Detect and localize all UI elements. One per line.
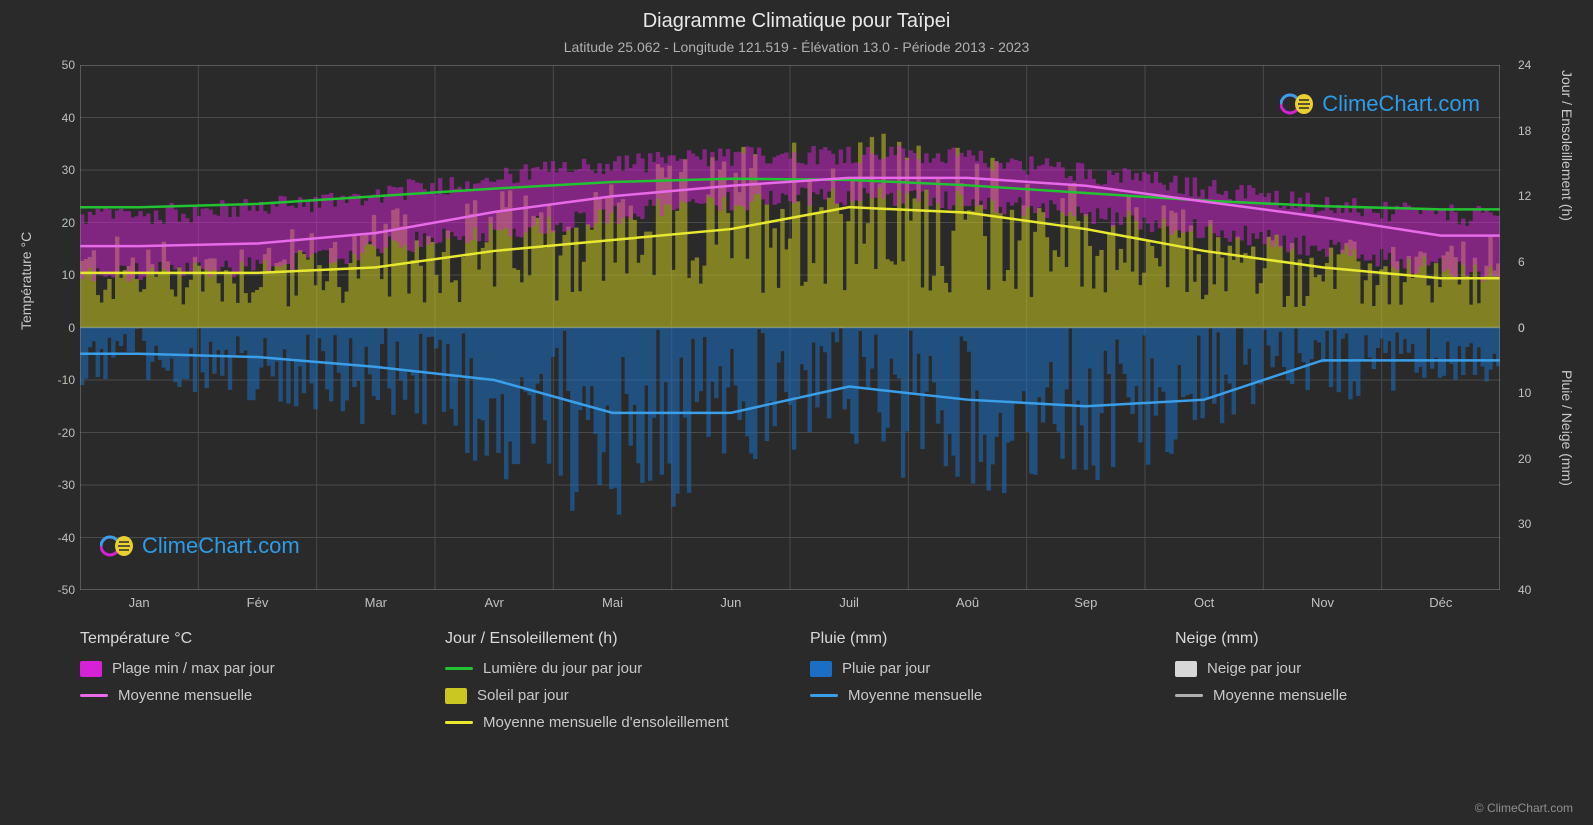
y-right-top-tick: 24 bbox=[1518, 58, 1548, 72]
legend-col-snow: Neige (mm) Neige par jour Moyenne mensuel… bbox=[1175, 630, 1500, 741]
logo-icon bbox=[100, 532, 134, 560]
x-month-tick: Jan bbox=[109, 595, 169, 610]
x-month-tick: Mai bbox=[583, 595, 643, 610]
legend-swatch bbox=[80, 661, 102, 677]
legend-swatch bbox=[445, 667, 473, 670]
y-left-tick: 50 bbox=[45, 58, 75, 72]
copyright-text: © ClimeChart.com bbox=[1475, 801, 1573, 815]
legend-item: Pluie par jour bbox=[810, 660, 1135, 677]
x-month-tick: Fév bbox=[228, 595, 288, 610]
y-right-top-tick: 12 bbox=[1518, 189, 1548, 203]
y-left-tick: -40 bbox=[45, 531, 75, 545]
legend-label: Lumière du jour par jour bbox=[483, 660, 642, 677]
y-left-tick: -20 bbox=[45, 426, 75, 440]
x-month-tick: Nov bbox=[1293, 595, 1353, 610]
legend-title: Pluie (mm) bbox=[810, 630, 1135, 648]
chart-plot-area: ClimeChart.com ClimeChart.com bbox=[80, 65, 1500, 590]
x-month-tick: Avr bbox=[464, 595, 524, 610]
y-axis-right-bottom-label: Pluie / Neige (mm) bbox=[1559, 370, 1575, 486]
watermark-text: ClimeChart.com bbox=[142, 533, 300, 559]
legend-label: Pluie par jour bbox=[842, 660, 930, 677]
legend-label: Plage min / max par jour bbox=[112, 660, 275, 677]
x-month-tick: Jun bbox=[701, 595, 761, 610]
legend-item: Lumière du jour par jour bbox=[445, 660, 770, 677]
watermark-text: ClimeChart.com bbox=[1322, 91, 1480, 117]
x-month-tick: Juil bbox=[819, 595, 879, 610]
y-left-tick: -10 bbox=[45, 373, 75, 387]
legend-title: Température °C bbox=[80, 630, 405, 648]
legend-item: Plage min / max par jour bbox=[80, 660, 405, 677]
legend-title: Jour / Ensoleillement (h) bbox=[445, 630, 770, 648]
chart-svg bbox=[80, 65, 1500, 590]
x-month-tick: Mar bbox=[346, 595, 406, 610]
y-right-bottom-tick: 20 bbox=[1518, 452, 1548, 466]
logo-icon bbox=[1280, 90, 1314, 118]
x-month-tick: Aoû bbox=[938, 595, 998, 610]
y-right-bottom-tick: 40 bbox=[1518, 583, 1548, 597]
legend-label: Moyenne mensuelle d'ensoleillement bbox=[483, 714, 729, 731]
y-left-tick: 20 bbox=[45, 216, 75, 230]
legend-col-temperature: Température °C Plage min / max par jour M… bbox=[80, 630, 405, 741]
y-left-tick: 10 bbox=[45, 268, 75, 282]
x-month-tick: Sep bbox=[1056, 595, 1116, 610]
legend-item: Moyenne mensuelle d'ensoleillement bbox=[445, 714, 770, 731]
y-left-tick: -50 bbox=[45, 583, 75, 597]
legend-title: Neige (mm) bbox=[1175, 630, 1500, 648]
legend-col-daylight: Jour / Ensoleillement (h) Lumière du jou… bbox=[445, 630, 770, 741]
chart-title: Diagramme Climatique pour Taïpei bbox=[0, 0, 1593, 33]
legend-item: Moyenne mensuelle bbox=[810, 687, 1135, 704]
legend-label: Moyenne mensuelle bbox=[848, 687, 982, 704]
watermark-top: ClimeChart.com bbox=[1280, 90, 1480, 118]
legend-item: Soleil par jour bbox=[445, 687, 770, 704]
y-right-bottom-tick: 10 bbox=[1518, 386, 1548, 400]
legend-item: Neige par jour bbox=[1175, 660, 1500, 677]
legend-item: Moyenne mensuelle bbox=[80, 687, 405, 704]
y-right-top-tick: 18 bbox=[1518, 124, 1548, 138]
y-axis-right-top-label: Jour / Ensoleillement (h) bbox=[1559, 70, 1575, 221]
y-right-top-tick: 6 bbox=[1518, 255, 1548, 269]
legend-col-rain: Pluie (mm) Pluie par jour Moyenne mensuel… bbox=[810, 630, 1135, 741]
legend-swatch bbox=[80, 694, 108, 697]
y-right-bottom-tick: 0 bbox=[1518, 321, 1548, 335]
legend-swatch bbox=[445, 688, 467, 704]
legend-label: Soleil par jour bbox=[477, 687, 569, 704]
legend-swatch bbox=[445, 721, 473, 724]
legend-swatch bbox=[810, 661, 832, 677]
legend-item: Moyenne mensuelle bbox=[1175, 687, 1500, 704]
y-left-tick: -30 bbox=[45, 478, 75, 492]
y-left-tick: 40 bbox=[45, 111, 75, 125]
x-month-tick: Oct bbox=[1174, 595, 1234, 610]
legend: Température °C Plage min / max par jour M… bbox=[80, 630, 1500, 741]
legend-swatch bbox=[810, 694, 838, 697]
y-right-bottom-tick: 30 bbox=[1518, 517, 1548, 531]
y-axis-left-label: Température °C bbox=[18, 232, 34, 330]
legend-label: Moyenne mensuelle bbox=[1213, 687, 1347, 704]
watermark-bottom: ClimeChart.com bbox=[100, 532, 300, 560]
legend-label: Neige par jour bbox=[1207, 660, 1301, 677]
legend-swatch bbox=[1175, 661, 1197, 677]
chart-subtitle: Latitude 25.062 - Longitude 121.519 - Él… bbox=[0, 33, 1593, 55]
x-month-tick: Déc bbox=[1411, 595, 1471, 610]
legend-swatch bbox=[1175, 694, 1203, 697]
legend-label: Moyenne mensuelle bbox=[118, 687, 252, 704]
y-left-tick: 30 bbox=[45, 163, 75, 177]
y-left-tick: 0 bbox=[45, 321, 75, 335]
